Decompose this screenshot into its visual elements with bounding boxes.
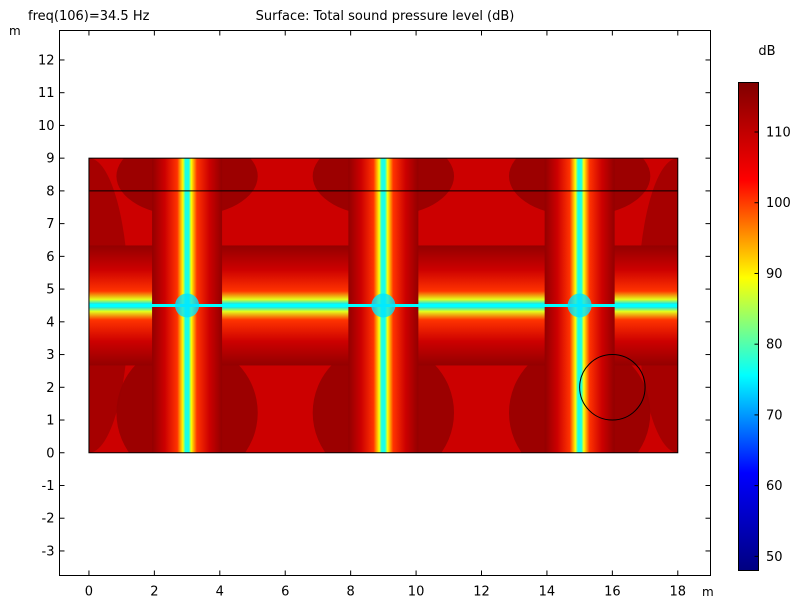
colorbar-tick-label: 60 <box>766 479 783 494</box>
colorbar-tick-label: 90 <box>766 267 783 282</box>
x-tick-label: 8 <box>347 585 355 599</box>
x-tick-label: 18 <box>670 585 687 599</box>
y-tick-label: 12 <box>38 53 55 68</box>
y-tick-label: 10 <box>38 119 55 134</box>
y-tick-label: 6 <box>46 250 54 265</box>
x-tick-label: 12 <box>473 585 490 599</box>
plot-frame <box>59 30 711 576</box>
x-tick-label: 4 <box>216 585 224 599</box>
colorbar <box>738 82 759 571</box>
circle-boundary <box>579 354 646 421</box>
y-tick-label: 0 <box>46 446 54 461</box>
plot-title: Surface: Total sound pressure level (dB) <box>256 9 515 24</box>
x-tick-label: 2 <box>150 585 158 599</box>
y-tick-label: 4 <box>46 315 54 330</box>
y-tick-label: 11 <box>38 86 55 101</box>
y-tick-label: -3 <box>42 544 55 559</box>
colorbar-tick-label: 80 <box>766 338 783 353</box>
x-tick-label: 14 <box>539 585 556 599</box>
y-tick-label: 2 <box>46 381 54 396</box>
y-tick-label: 9 <box>46 152 54 167</box>
colorbar-tick-label: 110 <box>766 126 791 141</box>
y-tick-label: -1 <box>42 479 55 494</box>
y-tick-label: 3 <box>46 348 54 363</box>
colorbar-tick-label: 50 <box>766 550 783 565</box>
x-axis-unit: m <box>702 585 714 599</box>
nodal-crossing <box>371 293 396 318</box>
y-tick-label: 8 <box>46 184 54 199</box>
x-tick-label: 0 <box>85 585 93 599</box>
nodal-crossing <box>175 293 200 318</box>
colorbar-tick-label: 70 <box>766 408 783 423</box>
x-axis-ticks: 0 2 4 6 8 10 12 14 16 18 <box>85 30 687 599</box>
colorbar-tick-label: 100 <box>766 196 791 211</box>
frequency-label: freq(106)=34.5 Hz <box>28 9 150 24</box>
y-tick-label: 7 <box>46 217 54 232</box>
y-tick-label: -2 <box>42 512 55 527</box>
geometry-overlay <box>88 157 679 454</box>
y-tick-label: 1 <box>46 414 54 429</box>
x-tick-label: 10 <box>408 585 425 599</box>
domain-boundary <box>88 157 679 454</box>
colorbar-ticks: 50 60 70 80 90 100 110 <box>754 126 791 565</box>
colorbar-unit: dB <box>758 44 775 59</box>
y-axis-unit: m <box>9 24 21 38</box>
y-tick-label: 5 <box>46 283 54 298</box>
x-tick-label: 6 <box>281 585 289 599</box>
nodal-crossing <box>567 293 592 318</box>
heatmap-field <box>88 158 678 453</box>
x-tick-label: 16 <box>604 585 621 599</box>
